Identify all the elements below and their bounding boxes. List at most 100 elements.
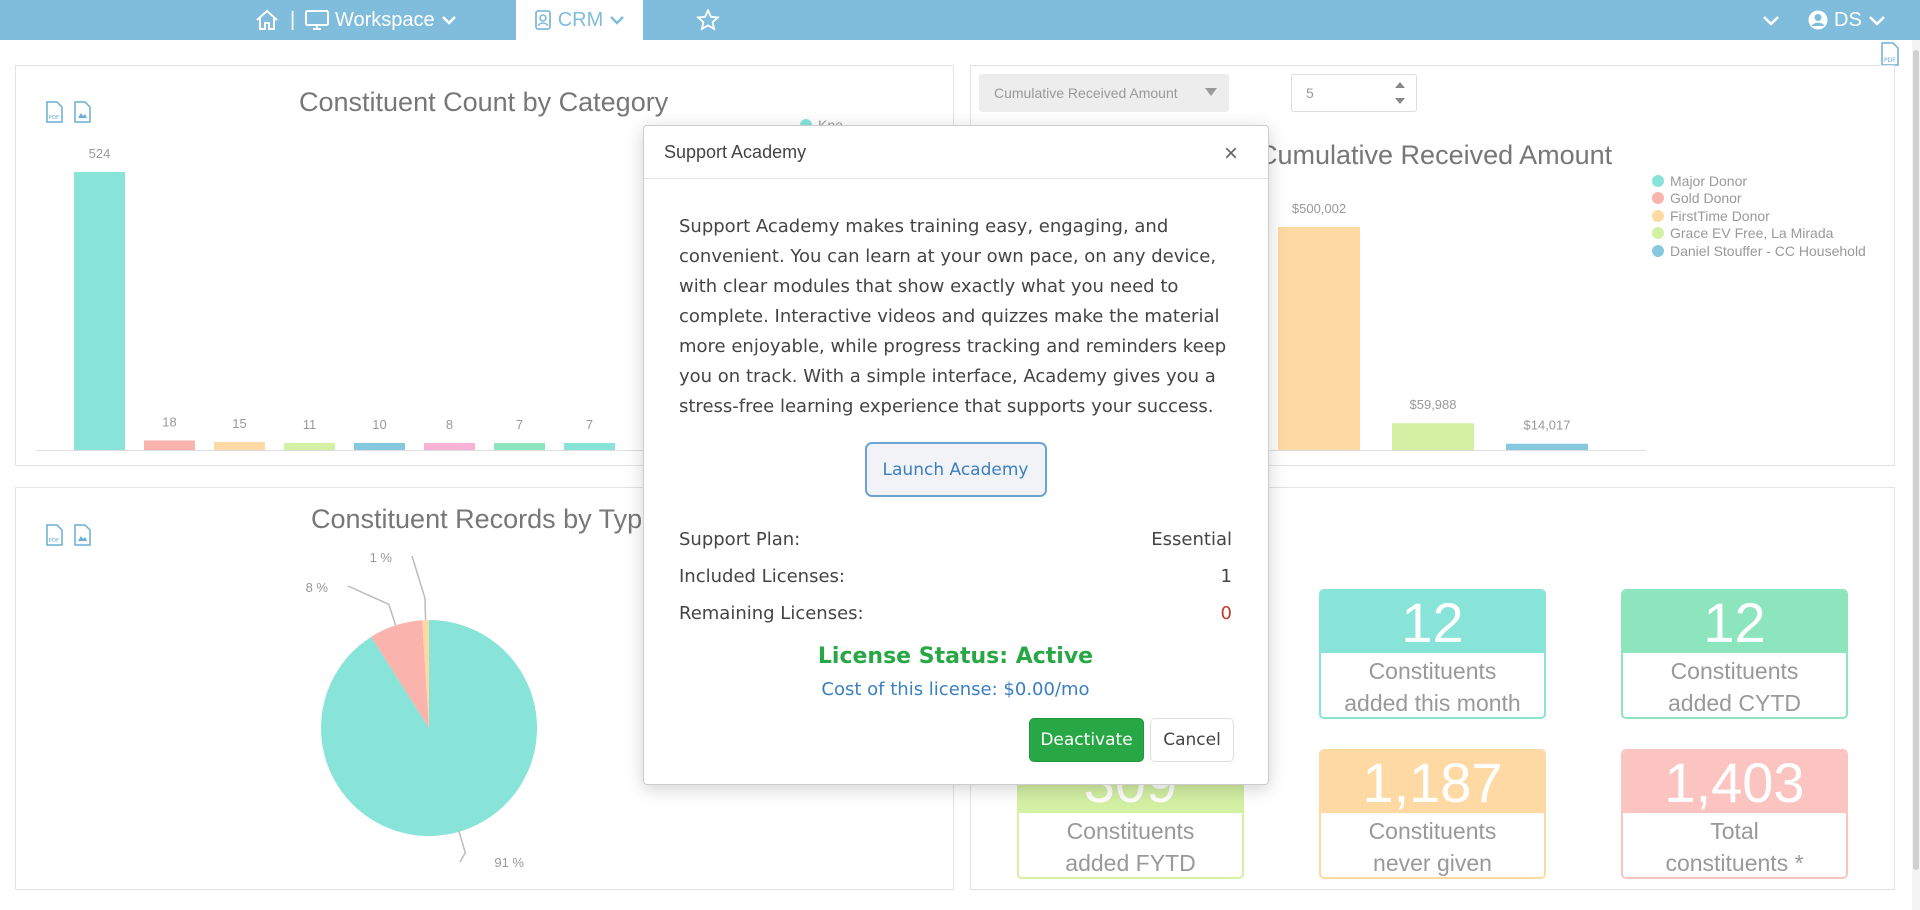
bar-value-label: 11 [303, 417, 317, 432]
stat-label-line1: Total [1710, 818, 1759, 844]
crm-menu[interactable]: CRM [516, 0, 643, 40]
stat-label-line2: added CYTD [1668, 690, 1801, 716]
legend-item[interactable]: FirstTime Donor [1652, 207, 1866, 225]
included-licenses-label: Included Licenses: [679, 566, 845, 587]
stat-value: 1,187 [1321, 751, 1544, 814]
chevron-down-icon [1763, 16, 1779, 26]
bar-value-label: 15 [232, 416, 246, 431]
image-export-icon[interactable] [74, 524, 92, 546]
deactivate-button[interactable]: Deactivate [1029, 718, 1144, 762]
pdf-export-icon[interactable]: PDF [46, 101, 64, 123]
bar-value-label: $500,002 [1292, 201, 1346, 216]
spinner-arrows[interactable] [1394, 79, 1406, 107]
bar-value-label: 8 [446, 417, 453, 432]
stat-label-line2: added FYTD [1065, 850, 1196, 876]
top-n-input[interactable]: 5 [1291, 74, 1417, 112]
favorites-button[interactable] [696, 0, 720, 40]
license-status: License Status: Active [817, 644, 1094, 669]
legend-dot [1652, 227, 1664, 240]
pdf-export-icon[interactable]: PDF [46, 524, 64, 546]
star-icon [696, 9, 720, 31]
license-cost: Cost of this license: $0.00/mo [821, 679, 1090, 700]
caret-down-icon [1205, 88, 1217, 96]
user-initials: DS [1834, 8, 1862, 31]
launch-academy-button[interactable]: Launch Academy [864, 442, 1047, 497]
count-export-icons: PDF [46, 101, 92, 123]
remaining-licenses-row: Remaining Licenses: 0 [679, 595, 1232, 632]
pie-leader-line [458, 831, 467, 863]
stat-value: 12 [1623, 591, 1846, 654]
bar [284, 443, 335, 450]
bar [564, 443, 615, 450]
modal-body: Support Academy makes training easy, eng… [644, 179, 1268, 700]
pdf-export-icon[interactable]: PDF [1880, 42, 1900, 66]
legend-dot [1652, 244, 1664, 257]
svg-text:PDF: PDF [49, 115, 60, 121]
bar-value-label: 7 [516, 417, 523, 432]
legend-item[interactable]: Daniel Stouffer - CC Household [1652, 242, 1866, 260]
remaining-licenses-value: 0 [1220, 603, 1232, 624]
bar [144, 440, 195, 450]
pie-slice [321, 620, 538, 836]
home-nav-button[interactable] [255, 0, 279, 40]
apps-dropdown[interactable] [1762, 0, 1780, 40]
close-icon[interactable]: × [1223, 140, 1238, 167]
chevron-down-icon [610, 16, 625, 25]
bar-value-label: 524 [89, 146, 111, 161]
modal-header: Support Academy [644, 126, 1268, 179]
stat-label-line2: added this month [1344, 690, 1521, 716]
svg-text:PDF: PDF [49, 538, 60, 544]
legend-label: Grace EV Free, La Mirada [1670, 225, 1834, 242]
stat-label-line2: never given [1373, 850, 1492, 876]
records-chart-title: Constituent Records by Type [311, 504, 658, 534]
included-licenses-value: 1 [1220, 566, 1232, 587]
legend-label: FirstTime Donor [1670, 207, 1770, 224]
license-info: Support Plan: Essential Included License… [679, 521, 1232, 632]
stat-label-line2: constituents * [1665, 850, 1804, 876]
workspace-menu[interactable]: Workspace [305, 0, 457, 40]
bar-value-label: 10 [372, 417, 386, 432]
legend-dot [1652, 174, 1664, 187]
records-export-icons: PDF [46, 524, 92, 546]
received-legend: Major Donor Gold Donor FirstTime Donor Grac… [1652, 172, 1866, 260]
user-menu[interactable]: DS [1808, 0, 1886, 40]
legend-item[interactable]: Grace EV Free, La Mirada [1652, 225, 1866, 243]
legend-item[interactable]: Major Donor [1652, 172, 1866, 190]
support-plan-row: Support Plan: Essential [679, 521, 1232, 558]
bar [424, 443, 475, 450]
bar-value-label: $59,988 [1410, 397, 1457, 412]
pie-leader-line [347, 585, 397, 626]
stat-value: 12 [1321, 591, 1544, 654]
modal-description: Support Academy makes training easy, eng… [679, 216, 1227, 417]
bar [74, 172, 125, 450]
constituent-count-bar-chart: 524 18 15 11 10 8 7 7 [36, 146, 950, 451]
modal-title: Support Academy [664, 141, 807, 162]
bar-value-label: 18 [162, 414, 176, 429]
scrollbar-thumb[interactable] [1913, 50, 1919, 870]
spin-down-icon[interactable] [1394, 95, 1406, 107]
bar-value-label: $14,017 [1524, 418, 1571, 433]
legend-item[interactable]: Gold Donor [1652, 190, 1866, 208]
stat-value: 1,403 [1623, 751, 1846, 814]
pie-leader-line [411, 555, 427, 621]
stat-label-line1: Constituents [1368, 658, 1497, 684]
pie-slice [422, 620, 429, 728]
nav-separator: | [290, 8, 296, 31]
stat-label-line1: Constituents [1368, 818, 1497, 844]
cancel-button[interactable]: Cancel [1150, 718, 1234, 762]
bar [1506, 443, 1588, 450]
legend-dot [1652, 192, 1664, 205]
monitor-icon [305, 10, 329, 30]
spin-up-icon[interactable] [1394, 79, 1406, 91]
page-scrollbar[interactable] [1912, 40, 1920, 910]
bar-value-label: 7 [586, 417, 593, 432]
metric-select[interactable]: Cumulative Received Amount [979, 74, 1229, 112]
stat-tile: 1,187 Constituents never given [1319, 749, 1546, 879]
home-icon [256, 9, 278, 30]
bar [494, 443, 545, 450]
pie-label: 8 % [306, 580, 329, 595]
legend-label: Gold Donor [1670, 190, 1742, 207]
legend-dot [1652, 209, 1664, 222]
count-chart-title: Constituent Count by Category [299, 87, 669, 117]
image-export-icon[interactable] [74, 101, 92, 123]
